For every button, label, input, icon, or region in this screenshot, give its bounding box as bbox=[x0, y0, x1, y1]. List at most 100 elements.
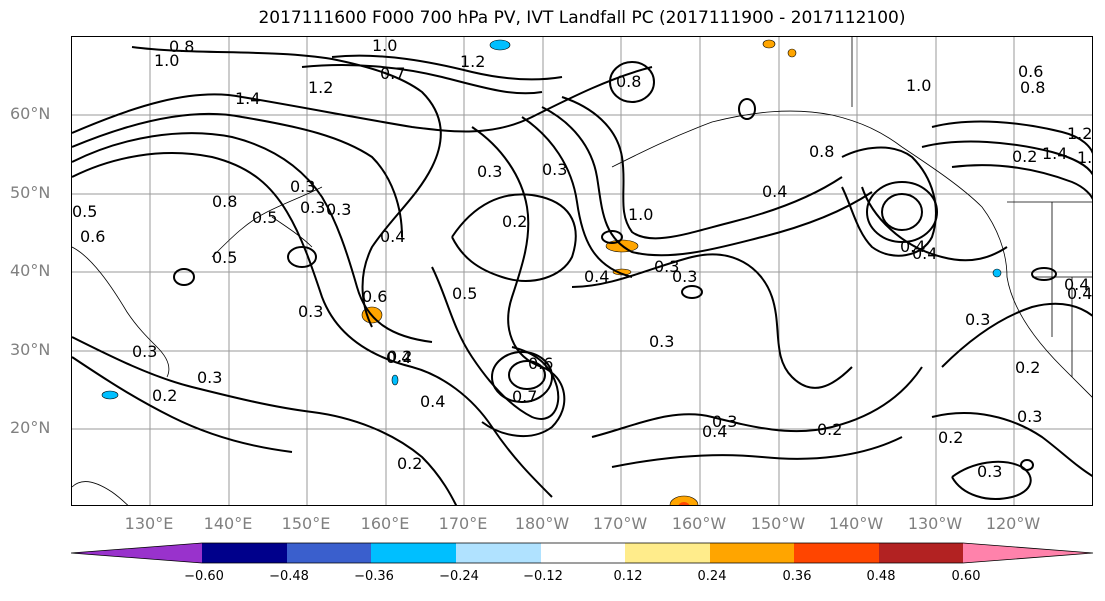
na-coast bbox=[901, 146, 1092, 398]
contour-line bbox=[72, 336, 458, 505]
contour-line bbox=[951, 164, 1092, 200]
contour-line bbox=[561, 96, 843, 240]
coastlines bbox=[72, 37, 1092, 505]
japan-coast bbox=[271, 216, 313, 248]
lon-label-180w: 180°W bbox=[514, 514, 570, 533]
colorbar-tick-label: −0.60 bbox=[184, 569, 224, 584]
contour-line bbox=[866, 181, 938, 243]
contour-label: 0.3 bbox=[977, 462, 1002, 481]
lon-label-160e: 160°E bbox=[360, 514, 410, 533]
colorbar-tick-label: 0.48 bbox=[866, 569, 896, 584]
contour-label: 0.6 bbox=[362, 287, 387, 306]
contour-line bbox=[941, 302, 1092, 368]
contour-label: 0.3 bbox=[197, 368, 222, 387]
contour-label: 1.4 bbox=[235, 89, 260, 108]
lon-label-140w: 140°W bbox=[828, 514, 884, 533]
map-canvas: 0.8 1.0 1.0 1.4 1.2 0.7 1.2 0.8 1.0 0.6 … bbox=[72, 37, 1092, 505]
contour-line bbox=[72, 356, 293, 453]
contour-label: 0.4 bbox=[900, 237, 925, 256]
contour-label: 0.8 bbox=[1020, 78, 1045, 97]
contour-label: 0.3 bbox=[477, 162, 502, 181]
lon-label-170w: 170°W bbox=[592, 514, 648, 533]
lon-label-160w: 160°W bbox=[671, 514, 727, 533]
contour-line bbox=[508, 360, 546, 390]
lon-label-150w: 150°W bbox=[750, 514, 806, 533]
contour-line bbox=[131, 46, 442, 328]
contour-line bbox=[1031, 267, 1057, 281]
contour-line bbox=[601, 230, 623, 244]
contour-label: 1.2 bbox=[1067, 124, 1092, 143]
contour-label: 1.0 bbox=[906, 76, 931, 95]
contour-line bbox=[287, 246, 317, 268]
contour-label: 1.4 bbox=[1042, 144, 1067, 163]
contour-label: 0.3 bbox=[542, 160, 567, 179]
japan-coast bbox=[211, 186, 323, 258]
contour-label: 0.7 bbox=[380, 64, 405, 83]
colorbar-cell bbox=[456, 543, 541, 563]
contour-label: 0.8 bbox=[212, 192, 237, 211]
contour-label: 0.4 bbox=[702, 422, 727, 441]
contour-label: 0.2 bbox=[1015, 358, 1040, 377]
contour-line bbox=[591, 366, 923, 438]
contour-label: 0.8 bbox=[616, 72, 641, 91]
contour-line bbox=[921, 140, 1092, 176]
contour-label: 0.4 bbox=[762, 182, 787, 201]
contour-label: 0.6 bbox=[80, 227, 105, 246]
negative-patch bbox=[489, 39, 511, 51]
contour-line bbox=[72, 132, 433, 343]
contour-label: 0.3 bbox=[300, 198, 325, 217]
contour-line bbox=[72, 152, 553, 498]
asia-coast bbox=[72, 246, 170, 378]
map-title: 2017111600 F000 700 hPa PV, IVT Landfall… bbox=[258, 8, 906, 28]
contour-line bbox=[951, 460, 1032, 500]
colorbar-cell bbox=[963, 543, 1093, 563]
contour-line bbox=[931, 120, 1092, 154]
lon-label-170e: 170°E bbox=[438, 514, 488, 533]
positive-patch bbox=[787, 48, 797, 58]
lat-label-60n: 60°N bbox=[10, 104, 51, 123]
contour-label: 0.5 bbox=[212, 248, 237, 267]
negative-patch bbox=[391, 374, 399, 386]
contour-label: 0.8 bbox=[809, 142, 834, 161]
contour-label: 0.3 bbox=[649, 332, 674, 351]
contour-line bbox=[541, 106, 873, 257]
contour-line bbox=[331, 54, 563, 81]
contour-label: 0.4 bbox=[912, 244, 937, 263]
colorbar-tick-label: 0.36 bbox=[782, 569, 812, 584]
colorbar-tick-label: 0.24 bbox=[697, 569, 727, 584]
lat-label-20n: 20°N bbox=[10, 418, 51, 437]
island-coast bbox=[72, 481, 129, 505]
colorbar-tick-label: −0.12 bbox=[523, 569, 563, 584]
contour-label: 0.5 bbox=[72, 202, 97, 221]
contour-line bbox=[931, 412, 1092, 477]
colorbar-outline bbox=[71, 542, 1094, 564]
contour-label: 1.0 bbox=[154, 51, 179, 70]
contour-line bbox=[881, 193, 923, 231]
positive-patch bbox=[612, 268, 632, 276]
lon-label-150e: 150°E bbox=[281, 514, 331, 533]
contour-label: 0.5 bbox=[452, 284, 477, 303]
lon-label-130e: 130°E bbox=[124, 514, 174, 533]
positive-patch bbox=[762, 39, 776, 49]
contour-line bbox=[451, 193, 577, 282]
contour-line bbox=[571, 253, 853, 389]
contour-label: 1.0 bbox=[372, 37, 397, 55]
colorbar-cell bbox=[710, 543, 794, 563]
contour-line bbox=[861, 186, 1008, 262]
contour-label: 0.2 bbox=[502, 212, 527, 231]
contour-label: 0.2 bbox=[387, 347, 412, 366]
contour-line bbox=[521, 116, 633, 278]
contour-line bbox=[301, 64, 543, 95]
contour-label: 0.4 bbox=[1064, 275, 1089, 294]
contour-label: 0.4 bbox=[386, 348, 411, 367]
positive-patch bbox=[669, 495, 699, 505]
contour-label: 0.3 bbox=[672, 267, 697, 286]
contour-line bbox=[609, 61, 655, 103]
contour-label: 0.4 bbox=[380, 227, 405, 246]
contour-labels: 0.8 1.0 1.0 1.4 1.2 0.7 1.2 0.8 1.0 0.6 … bbox=[72, 37, 1092, 481]
contour-line bbox=[173, 268, 195, 286]
contour-line bbox=[738, 98, 756, 120]
shaded-patches bbox=[101, 39, 1002, 505]
lon-label-140e: 140°E bbox=[203, 514, 253, 533]
colorbar-cell bbox=[287, 543, 371, 563]
